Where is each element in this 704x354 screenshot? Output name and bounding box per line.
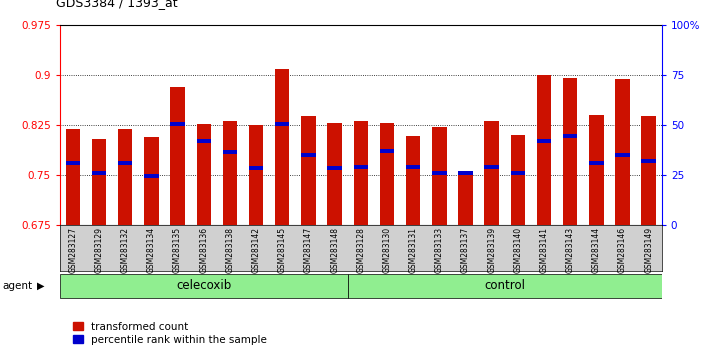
- Bar: [353, 121, 368, 225]
- Bar: [196, 139, 211, 143]
- Bar: [641, 159, 656, 164]
- Bar: [641, 116, 656, 225]
- Bar: [196, 124, 211, 225]
- Bar: [510, 171, 525, 176]
- Text: GSM283143: GSM283143: [565, 227, 574, 273]
- Text: GSM283147: GSM283147: [304, 227, 313, 273]
- Text: GSM283149: GSM283149: [644, 227, 653, 273]
- FancyBboxPatch shape: [60, 274, 348, 298]
- Bar: [406, 136, 420, 225]
- Bar: [432, 127, 446, 225]
- Text: GSM283136: GSM283136: [199, 227, 208, 273]
- Bar: [379, 149, 394, 153]
- Text: GSM283135: GSM283135: [173, 227, 182, 273]
- Bar: [144, 174, 158, 178]
- Text: control: control: [484, 279, 525, 292]
- Bar: [170, 87, 185, 225]
- Text: GSM283131: GSM283131: [408, 227, 417, 273]
- Bar: [458, 175, 472, 225]
- Text: GSM283148: GSM283148: [330, 227, 339, 273]
- FancyBboxPatch shape: [348, 274, 662, 298]
- Bar: [563, 134, 577, 138]
- Text: GDS3384 / 1393_at: GDS3384 / 1393_at: [56, 0, 178, 9]
- Bar: [118, 130, 132, 225]
- Text: GSM283144: GSM283144: [592, 227, 601, 273]
- Bar: [484, 165, 499, 169]
- Text: GSM283128: GSM283128: [356, 227, 365, 273]
- Bar: [589, 161, 603, 165]
- Bar: [92, 139, 106, 225]
- Text: GSM283129: GSM283129: [94, 227, 103, 273]
- Text: GSM283138: GSM283138: [225, 227, 234, 273]
- Bar: [65, 161, 80, 165]
- Text: GSM283132: GSM283132: [121, 227, 130, 273]
- Bar: [118, 161, 132, 165]
- Legend: transformed count, percentile rank within the sample: transformed count, percentile rank withi…: [68, 317, 272, 349]
- Bar: [301, 116, 315, 225]
- Bar: [222, 150, 237, 154]
- Text: GSM283130: GSM283130: [382, 227, 391, 273]
- Text: GSM283145: GSM283145: [278, 227, 287, 273]
- Text: GSM283142: GSM283142: [251, 227, 260, 273]
- Bar: [379, 123, 394, 225]
- Text: GSM283139: GSM283139: [487, 227, 496, 273]
- Bar: [510, 135, 525, 225]
- Bar: [484, 121, 499, 225]
- Bar: [563, 78, 577, 225]
- Bar: [249, 166, 263, 170]
- Text: GSM283134: GSM283134: [147, 227, 156, 273]
- Bar: [406, 165, 420, 169]
- Bar: [615, 79, 629, 225]
- Text: GSM283133: GSM283133: [435, 227, 444, 273]
- Bar: [327, 166, 342, 170]
- Bar: [92, 171, 106, 176]
- Bar: [249, 125, 263, 225]
- Bar: [327, 123, 342, 225]
- Bar: [458, 171, 472, 176]
- Text: GSM283140: GSM283140: [513, 227, 522, 273]
- Bar: [536, 75, 551, 225]
- Text: GSM283137: GSM283137: [461, 227, 470, 273]
- Bar: [589, 115, 603, 225]
- Bar: [432, 171, 446, 176]
- Text: GSM283146: GSM283146: [618, 227, 627, 273]
- Bar: [170, 122, 185, 126]
- Bar: [615, 153, 629, 157]
- Bar: [222, 121, 237, 225]
- Bar: [301, 153, 315, 157]
- Text: GSM283127: GSM283127: [68, 227, 77, 273]
- Text: ▶: ▶: [37, 281, 44, 291]
- Bar: [275, 122, 289, 126]
- Bar: [536, 139, 551, 143]
- Bar: [353, 165, 368, 169]
- Text: celecoxib: celecoxib: [176, 279, 232, 292]
- Bar: [65, 130, 80, 225]
- Bar: [144, 137, 158, 225]
- Text: GSM283141: GSM283141: [539, 227, 548, 273]
- Bar: [275, 69, 289, 225]
- Text: agent: agent: [2, 281, 32, 291]
